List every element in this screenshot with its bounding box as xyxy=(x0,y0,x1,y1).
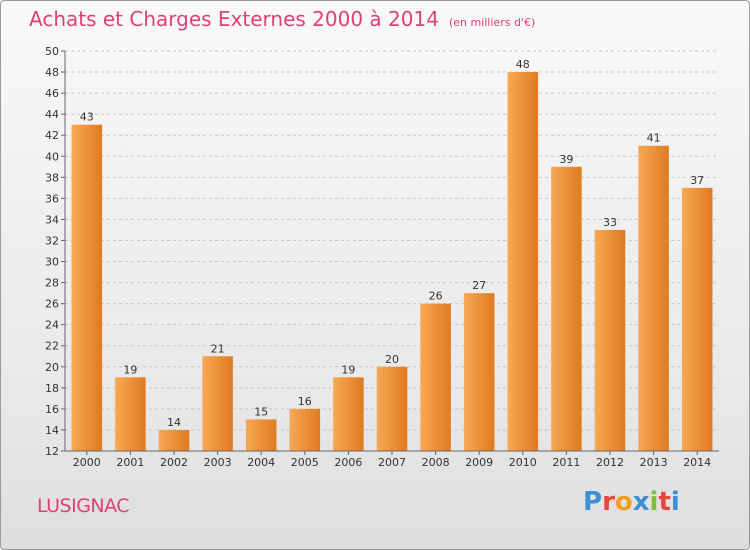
x-tick-label: 2000 xyxy=(73,456,101,469)
town-name: LUSIGNAC xyxy=(37,495,130,517)
bar xyxy=(420,303,451,451)
y-tick-label: 14 xyxy=(45,424,59,437)
x-tick-label: 2007 xyxy=(378,456,406,469)
logo-letter: o xyxy=(614,487,633,517)
bar xyxy=(202,356,233,451)
bar xyxy=(463,293,495,451)
bar xyxy=(638,145,669,451)
y-tick-label: 50 xyxy=(45,45,59,58)
x-tick-label: 2008 xyxy=(422,456,450,469)
y-tick-label: 26 xyxy=(45,298,59,311)
logo-letter: r xyxy=(602,487,615,517)
axes xyxy=(61,50,719,455)
logo-letter: x xyxy=(632,487,650,517)
data-label: 19 xyxy=(341,363,355,376)
y-tick-label: 38 xyxy=(45,171,59,184)
x-tick-labels: 2000 2001 2002 2003 2004 2005 2006 2007 2008 2009… xyxy=(73,456,711,469)
data-label: 20 xyxy=(385,353,399,366)
bar xyxy=(681,187,713,451)
data-label: 16 xyxy=(298,395,312,408)
logo-letter: i xyxy=(670,487,680,517)
bar xyxy=(551,166,582,451)
bar xyxy=(594,229,626,451)
y-tick-label: 28 xyxy=(45,277,59,290)
chart-subtitle: (en milliers d'€) xyxy=(448,16,536,29)
data-label: 27 xyxy=(472,279,486,292)
data-label: 37 xyxy=(690,174,704,187)
x-tick-label: 2001 xyxy=(116,456,144,469)
y-tick-label: 18 xyxy=(45,382,59,395)
proxiti-logo: Proxiti xyxy=(583,487,680,517)
y-tick-label: 34 xyxy=(45,213,59,226)
data-labels: 43 19 14 21 15 16 19 20 26 27 48 39 33 41 37 xyxy=(80,58,704,429)
y-tick-label: 36 xyxy=(45,192,59,205)
chart-title: Achats et Charges Externes 2000 à 2014 (e… xyxy=(29,7,535,31)
y-tick-label: 16 xyxy=(45,403,59,416)
x-tick-label: 2010 xyxy=(509,456,537,469)
data-label: 21 xyxy=(211,342,225,355)
bar xyxy=(376,366,408,451)
x-tick-label: 2012 xyxy=(596,456,624,469)
bars xyxy=(71,72,713,452)
bar xyxy=(115,377,146,451)
y-tick-label: 12 xyxy=(45,445,59,458)
data-label: 48 xyxy=(516,58,530,71)
title-text: Achats et Charges Externes 2000 à 2014 xyxy=(29,7,439,31)
data-label: 39 xyxy=(559,153,573,166)
logo-letter: P xyxy=(583,487,603,517)
y-tick-labels: 12 14 16 18 20 22 24 26 28 30 32 34 36 38 40 42 44 46 48 50 xyxy=(45,45,59,458)
x-tick-label: 2003 xyxy=(204,456,232,469)
y-tick-label: 40 xyxy=(45,150,59,163)
logo-letter: t xyxy=(658,487,671,517)
x-tick-label: 2009 xyxy=(465,456,493,469)
data-label: 41 xyxy=(647,132,661,145)
data-label: 15 xyxy=(254,405,268,418)
data-label: 19 xyxy=(123,363,137,376)
y-tick-label: 44 xyxy=(45,108,59,121)
y-tick-label: 24 xyxy=(45,319,59,332)
x-tick-label: 2011 xyxy=(552,456,580,469)
y-tick-label: 46 xyxy=(45,87,59,100)
bar xyxy=(333,377,364,451)
x-tick-label: 2002 xyxy=(160,456,188,469)
x-tick-label: 2013 xyxy=(640,456,668,469)
x-tick-label: 2006 xyxy=(334,456,362,469)
logo-letter: i xyxy=(649,487,659,517)
x-tick-label: 2004 xyxy=(247,456,275,469)
y-tick-label: 30 xyxy=(45,256,59,269)
bar xyxy=(71,124,103,452)
data-label: 14 xyxy=(167,416,181,429)
y-tick-label: 22 xyxy=(45,340,59,353)
bar xyxy=(289,408,321,451)
y-tick-label: 20 xyxy=(45,361,59,374)
data-label: 43 xyxy=(80,111,94,124)
y-tick-label: 48 xyxy=(45,66,59,79)
x-tick-label: 2005 xyxy=(291,456,319,469)
bar xyxy=(158,429,190,451)
data-label: 33 xyxy=(603,216,617,229)
bar xyxy=(245,419,277,451)
y-tick-label: 32 xyxy=(45,234,59,247)
data-label: 26 xyxy=(429,290,443,303)
bar xyxy=(507,72,539,451)
y-tick-label: 42 xyxy=(45,129,59,142)
x-tick-label: 2014 xyxy=(683,456,711,469)
